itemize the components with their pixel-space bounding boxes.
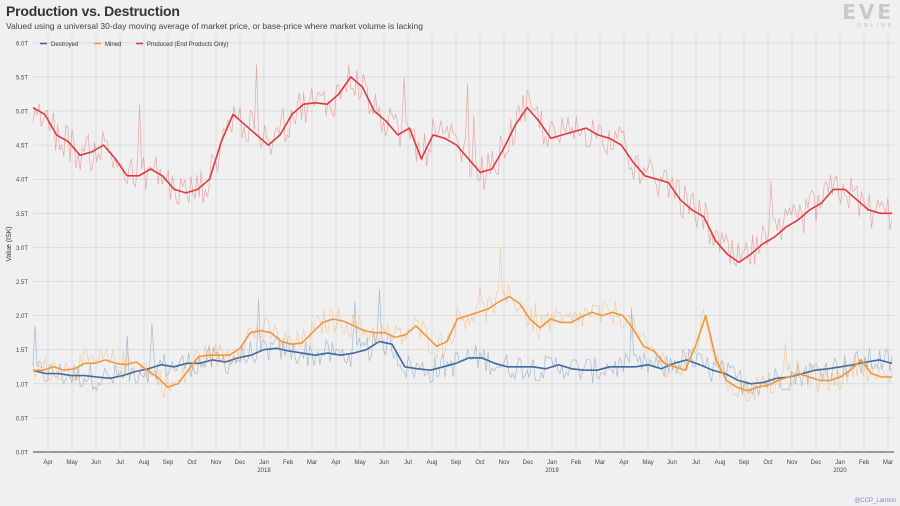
legend-label: Produced (End Products Only) <box>147 42 228 48</box>
x-tick-label: May <box>354 460 365 466</box>
x-tick-label: Dec <box>811 460 822 466</box>
logo-main-text: EVE <box>842 0 894 24</box>
x-tick-label: Jan <box>259 460 269 466</box>
x-tick-label: Nov <box>211 460 222 466</box>
x-tick-label: Oct <box>187 460 197 466</box>
x-tick-label: May <box>642 460 653 466</box>
x-year-label: 2018 <box>257 468 271 474</box>
x-tick-label: Feb <box>859 460 870 466</box>
series-daily-trace <box>32 247 893 402</box>
legend-label: Mined <box>105 42 121 48</box>
x-year-label: 2020 <box>833 468 847 474</box>
x-tick-label: Dec <box>523 460 534 466</box>
x-tick-label: Jul <box>116 460 124 466</box>
x-tick-label: Feb <box>571 460 582 466</box>
x-tick-label: Mar <box>595 460 605 466</box>
series-layer <box>32 64 893 402</box>
series-line <box>32 340 893 385</box>
axis-layer: 0.0T 0.5T 1.0T 1.5T 2.0T 2.5T 3.0T 3.5T 4.0T 4.5T… <box>6 41 893 474</box>
eve-online-logo: EVE ONLINE <box>822 2 894 32</box>
x-tick-label: Feb <box>283 460 294 466</box>
x-tick-label: Mar <box>307 460 317 466</box>
x-tick-label: Jun <box>667 460 677 466</box>
x-tick-label: Dec <box>235 460 246 466</box>
x-tick-label: Aug <box>139 460 150 466</box>
x-tick-label: Apr <box>619 460 628 466</box>
y-axis-label: Value (ISK) <box>6 226 13 261</box>
legend-label: Destroyed <box>51 42 78 48</box>
x-tick-label: Jun <box>379 460 389 466</box>
series-daily-trace <box>32 289 893 396</box>
y-tick-label: 5.5T <box>16 75 28 81</box>
x-tick-label: Mar <box>883 460 893 466</box>
x-tick-label: May <box>66 460 77 466</box>
y-tick-label: 0.0T <box>16 451 28 457</box>
y-tick-label: 0.5T <box>16 416 28 422</box>
x-tick-label: Aug <box>427 460 438 466</box>
x-tick-label: Oct <box>763 460 773 466</box>
logo-sub-text: ONLINE <box>857 23 894 29</box>
x-tick-label: Sep <box>739 460 750 466</box>
legend: Destroyed Mined Produced (End Products Onl… <box>40 42 228 48</box>
series-line <box>32 76 892 264</box>
x-tick-label: Jan <box>547 460 557 466</box>
x-year-label: 2019 <box>545 468 559 474</box>
y-tick-label: 2.0T <box>16 314 28 320</box>
chart-title: Production vs. Destruction <box>6 3 180 19</box>
y-tick-label: 3.0T <box>16 246 28 252</box>
series-line <box>33 295 892 392</box>
chart-subtitle: Valued using a universal 30-day moving a… <box>6 21 424 31</box>
y-tick-label: 1.5T <box>16 348 28 354</box>
x-tick-label: Apr <box>43 460 52 466</box>
x-tick-label: Nov <box>787 460 798 466</box>
y-tick-label: 5.0T <box>16 110 28 116</box>
y-tick-label: 6.0T <box>16 41 28 47</box>
x-tick-label: Oct <box>475 460 485 466</box>
y-tick-label: 2.5T <box>16 280 28 286</box>
y-tick-label: 4.0T <box>16 178 28 184</box>
x-tick-label: Jul <box>692 460 700 466</box>
x-tick-label: Jun <box>91 460 101 466</box>
x-tick-label: Jul <box>404 460 412 466</box>
x-tick-label: Apr <box>331 460 340 466</box>
grid-layer <box>33 36 894 453</box>
x-tick-label: Sep <box>163 460 174 466</box>
x-tick-label: Nov <box>499 460 510 466</box>
y-tick-label: 3.5T <box>16 212 28 218</box>
y-tick-label: 4.5T <box>16 144 28 150</box>
x-tick-label: Sep <box>451 460 462 466</box>
y-tick-label: 1.0T <box>16 382 28 388</box>
x-tick-label: Jan <box>835 460 845 466</box>
x-tick-label: Aug <box>715 460 726 466</box>
series-daily-trace <box>32 64 893 267</box>
author-credit: @CCP_Larrikin <box>854 498 896 504</box>
